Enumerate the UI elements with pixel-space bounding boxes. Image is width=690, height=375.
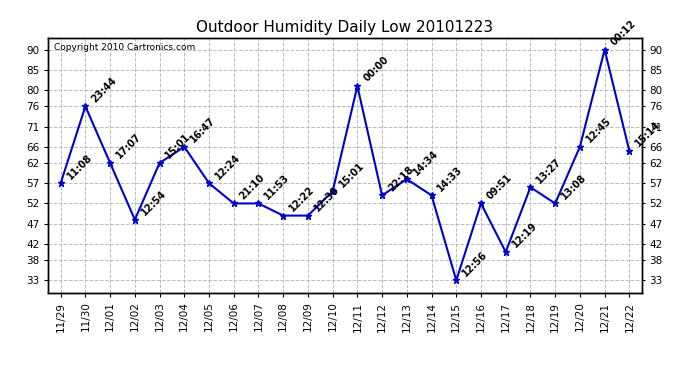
Text: 12:22: 12:22 bbox=[287, 184, 316, 213]
Text: 17:07: 17:07 bbox=[115, 132, 144, 161]
Text: 23:44: 23:44 bbox=[90, 75, 119, 104]
Text: 00:12: 00:12 bbox=[609, 18, 638, 48]
Text: 15:01: 15:01 bbox=[164, 132, 193, 161]
Title: Outdoor Humidity Daily Low 20101223: Outdoor Humidity Daily Low 20101223 bbox=[197, 20, 493, 35]
Text: 14:33: 14:33 bbox=[435, 164, 464, 193]
Text: 12:45: 12:45 bbox=[584, 116, 613, 145]
Text: 11:53: 11:53 bbox=[263, 172, 292, 201]
Text: 12:19: 12:19 bbox=[510, 221, 539, 250]
Text: 14:34: 14:34 bbox=[411, 148, 440, 177]
Text: 13:08: 13:08 bbox=[560, 172, 589, 201]
Text: 21:10: 21:10 bbox=[238, 172, 267, 201]
Text: 16:47: 16:47 bbox=[188, 116, 217, 145]
Text: 22:18: 22:18 bbox=[386, 164, 415, 193]
Text: 12:56: 12:56 bbox=[460, 249, 489, 278]
Text: 15:14: 15:14 bbox=[633, 120, 662, 148]
Text: 12:24: 12:24 bbox=[213, 152, 242, 181]
Text: 12:30: 12:30 bbox=[312, 184, 341, 213]
Text: Copyright 2010 Cartronics.com: Copyright 2010 Cartronics.com bbox=[55, 43, 195, 52]
Text: 15:01: 15:01 bbox=[337, 160, 366, 189]
Text: 09:51: 09:51 bbox=[485, 172, 514, 201]
Text: 13:27: 13:27 bbox=[535, 156, 564, 185]
Text: 12:54: 12:54 bbox=[139, 189, 168, 218]
Text: 00:00: 00:00 bbox=[362, 55, 391, 84]
Text: 11:08: 11:08 bbox=[65, 152, 94, 181]
